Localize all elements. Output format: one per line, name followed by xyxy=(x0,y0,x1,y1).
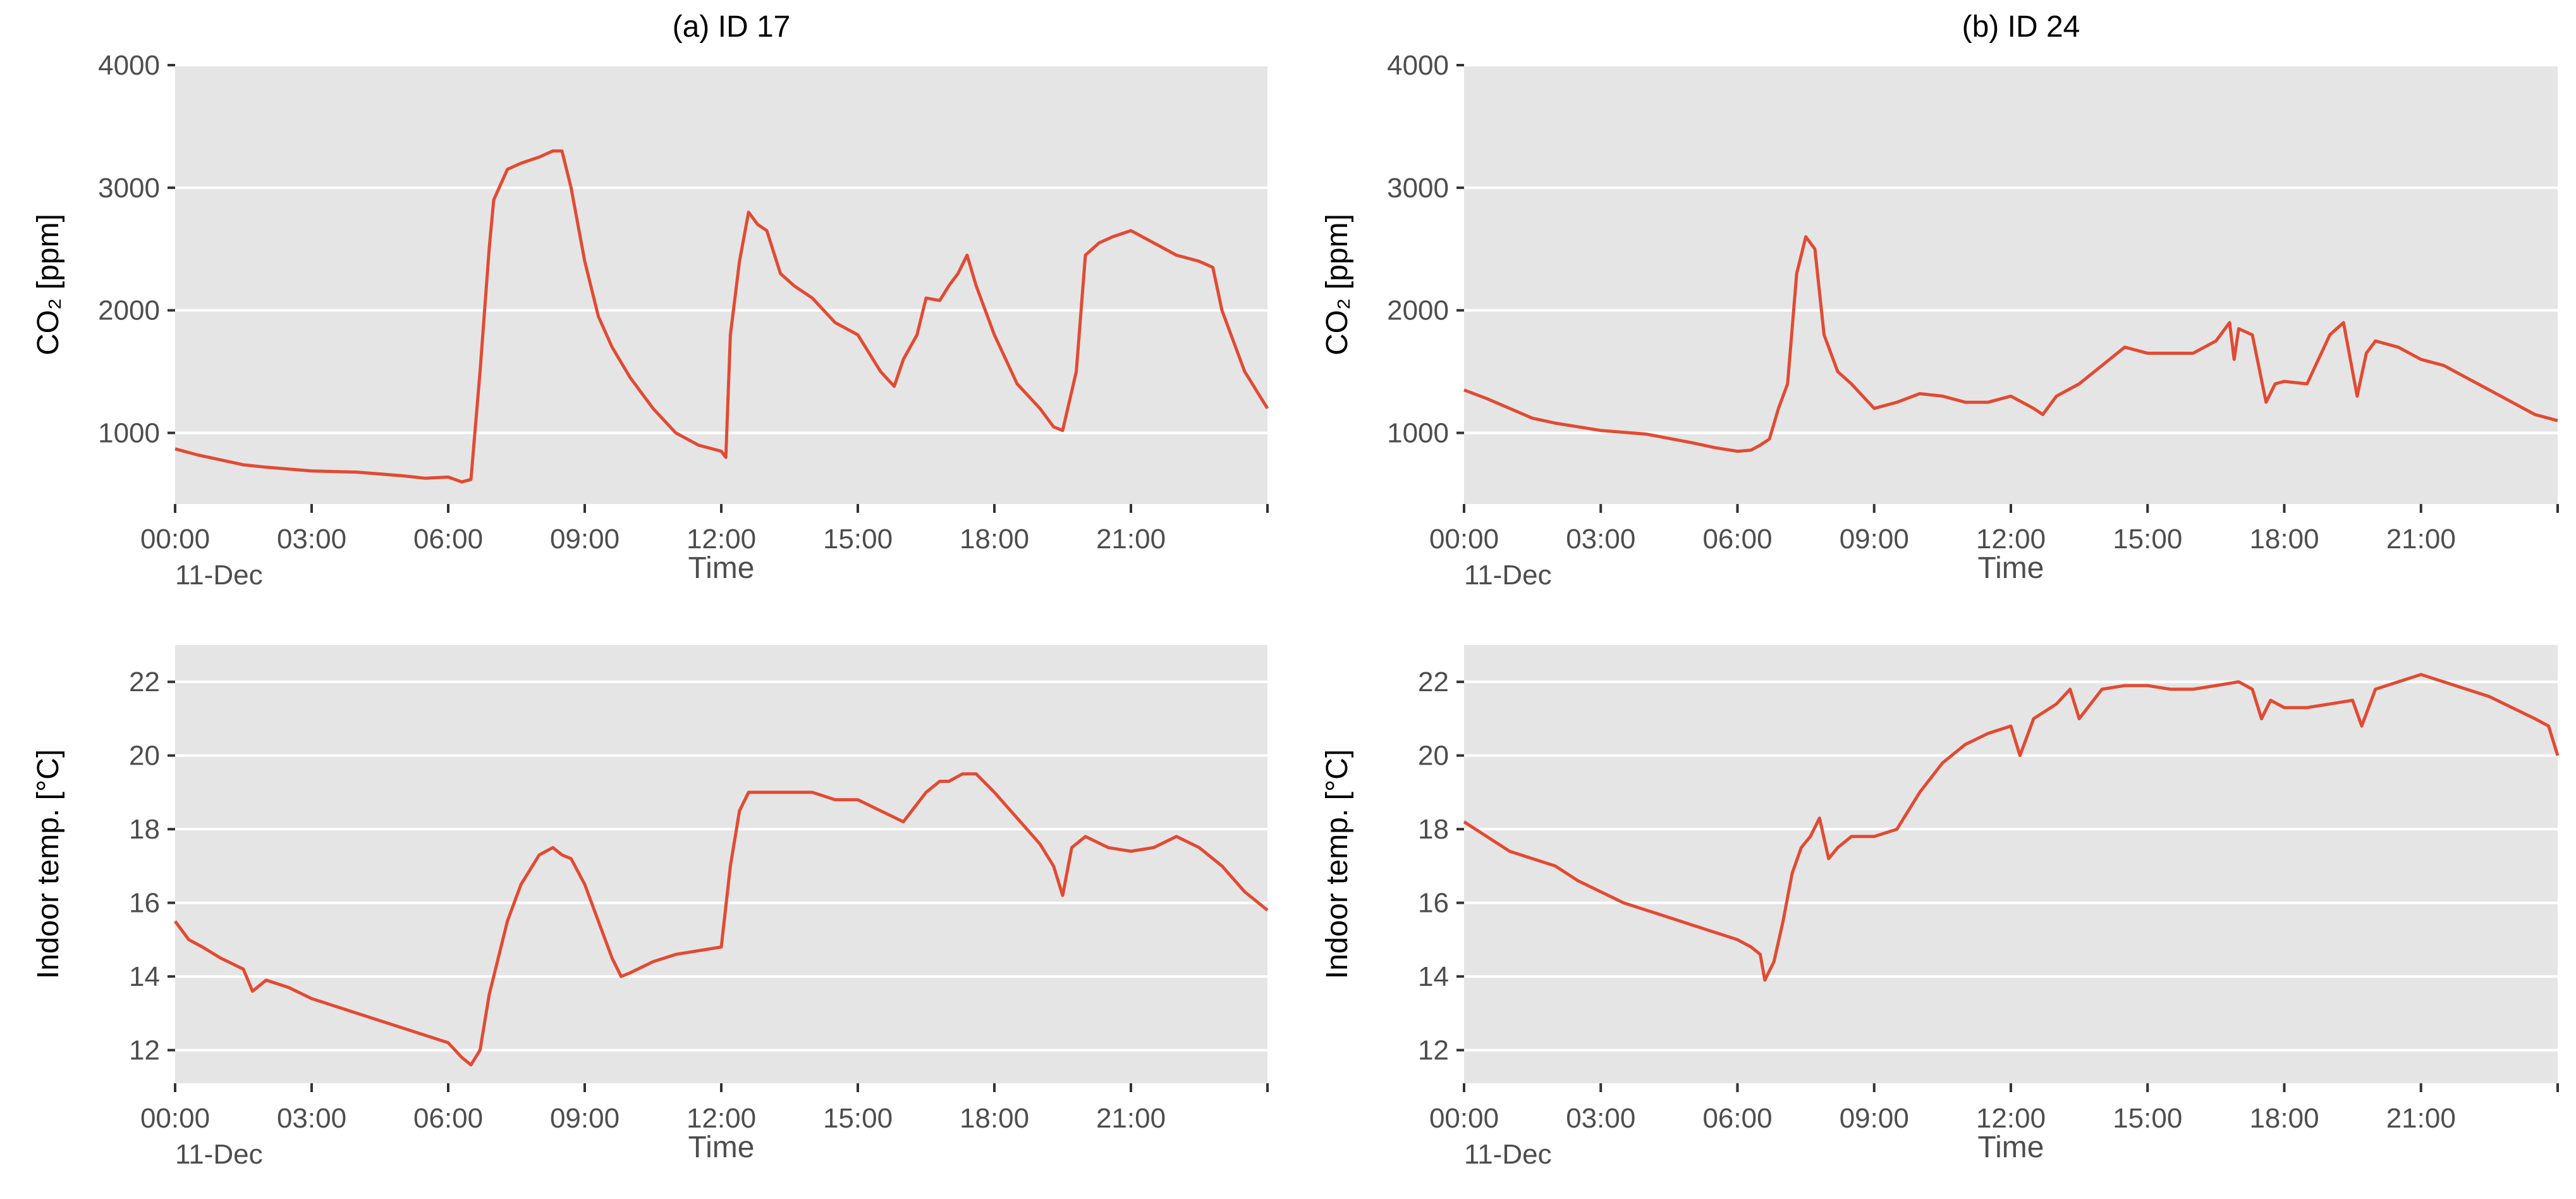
series-line-temp-id24 xyxy=(1463,673,2560,982)
y-axis-label: CO₂ [ppm] xyxy=(32,214,65,355)
x-tick-label: 03:00 xyxy=(277,524,346,555)
x-axis-label: Time xyxy=(1978,1131,2044,1164)
plot-background xyxy=(1464,65,2558,504)
y-axis-label: Indoor temp. [°C] xyxy=(1321,749,1354,979)
x-tick-label: 21:00 xyxy=(2386,1103,2456,1134)
x-tick-label: 18:00 xyxy=(960,1103,1029,1134)
x-tick-label: 15:00 xyxy=(2113,1103,2182,1134)
y-tick-label: 1000 xyxy=(1387,418,1449,449)
x-tick-label: 15:00 xyxy=(823,524,893,555)
x-tick-label: 00:00 xyxy=(140,524,210,555)
x-tick-label: 06:00 xyxy=(413,524,483,555)
y-tick-label: 4000 xyxy=(1387,50,1449,81)
x-tick-label: 12:00 xyxy=(687,1103,756,1134)
x-date-label: 11-Dec xyxy=(175,560,263,591)
y-tick-label: 18 xyxy=(129,814,160,845)
x-tick-label: 00:00 xyxy=(140,1103,210,1134)
x-date-label: 11-Dec xyxy=(175,1139,263,1170)
x-tick-label: 09:00 xyxy=(550,524,620,555)
y-tick-label: 2000 xyxy=(98,295,160,326)
panel-title-a: (a) ID 17 xyxy=(673,10,791,44)
series-line-co2-id24 xyxy=(1463,235,2558,453)
chart-co2-id17: 1000 2000 3000 4000 00:00 03:00 06:00 09:00 12:0… xyxy=(32,50,1269,591)
x-tick-label: 15:00 xyxy=(2113,524,2182,555)
x-axis-label: Time xyxy=(688,551,755,585)
x-tick-label: 03:00 xyxy=(277,1103,346,1134)
x-tick-label: 00:00 xyxy=(1429,1103,1499,1134)
y-tick-label: 16 xyxy=(129,888,160,919)
chart-temp-id24: 12 14 16 18 20 22 00:00 03:00 06:00 09:00 12:00 15:… xyxy=(1321,645,2560,1170)
x-tick-label: 12:00 xyxy=(1976,524,2046,555)
x-tick-label: 09:00 xyxy=(1840,524,1909,555)
plot-background xyxy=(1464,645,2558,1083)
x-tick-label: 18:00 xyxy=(2249,1103,2319,1134)
y-axis-label: Indoor temp. [°C] xyxy=(32,749,65,979)
x-tick-label: 09:00 xyxy=(550,1103,620,1134)
y-tick-label: 2000 xyxy=(1387,295,1449,326)
y-tick-label: 16 xyxy=(1418,888,1449,919)
x-tick-label: 18:00 xyxy=(2249,524,2319,555)
y-tick-label: 14 xyxy=(1418,961,1449,992)
x-tick-label: 00:00 xyxy=(1429,524,1499,555)
y-tick-label: 4000 xyxy=(98,50,160,81)
x-tick-label: 03:00 xyxy=(1566,1103,1635,1134)
plot-background xyxy=(175,645,1267,1083)
x-tick-label: 12:00 xyxy=(1976,1103,2046,1134)
x-tick-label: 21:00 xyxy=(1096,1103,1166,1134)
series-line-temp-id17 xyxy=(173,772,1269,1067)
x-tick-label: 18:00 xyxy=(960,524,1029,555)
x-tick-label: 06:00 xyxy=(413,1103,483,1134)
panel-title-b: (b) ID 24 xyxy=(1962,10,2080,44)
y-tick-label: 12 xyxy=(1418,1035,1449,1066)
y-tick-label: 1000 xyxy=(98,418,160,449)
y-axis-label: CO₂ [ppm] xyxy=(1321,214,1354,355)
y-tick-label: 3000 xyxy=(1387,173,1449,204)
chart-temp-id17: 12 14 16 18 20 22 00:00 03:00 06:00 09:00 12:00 15:… xyxy=(32,645,1269,1170)
x-tick-label: 12:00 xyxy=(687,524,756,555)
x-tick-label: 06:00 xyxy=(1702,1103,1772,1134)
y-tick-label: 12 xyxy=(129,1035,160,1066)
x-date-label: 11-Dec xyxy=(1464,560,1552,591)
x-tick-label: 03:00 xyxy=(1566,524,1635,555)
y-tick-label: 22 xyxy=(129,667,160,698)
y-tick-label: 20 xyxy=(1418,741,1449,772)
y-tick-label: 3000 xyxy=(98,173,160,204)
x-tick-label: 09:00 xyxy=(1840,1103,1909,1134)
x-tick-label: 15:00 xyxy=(823,1103,893,1134)
x-tick-label: 21:00 xyxy=(1096,524,1166,555)
chart-co2-id24: 1000 2000 3000 4000 00:00 03:00 06:00 09:00 12:0… xyxy=(1321,50,2559,591)
plots: 1000 2000 3000 4000 00:00 03:00 06:00 09:00 12:0… xyxy=(32,50,2560,1170)
x-tick-label: 06:00 xyxy=(1702,524,1772,555)
y-tick-label: 14 xyxy=(129,961,160,992)
x-axis-label: Time xyxy=(688,1131,755,1164)
x-tick-label: 21:00 xyxy=(2386,524,2456,555)
x-axis-label: Time xyxy=(1978,551,2044,585)
y-tick-label: 22 xyxy=(1418,667,1449,698)
y-tick-label: 18 xyxy=(1418,814,1449,845)
y-tick-label: 20 xyxy=(129,741,160,772)
plot-background xyxy=(175,65,1267,504)
series-line-co2-id17 xyxy=(174,149,1269,484)
x-date-label: 11-Dec xyxy=(1464,1139,1552,1170)
